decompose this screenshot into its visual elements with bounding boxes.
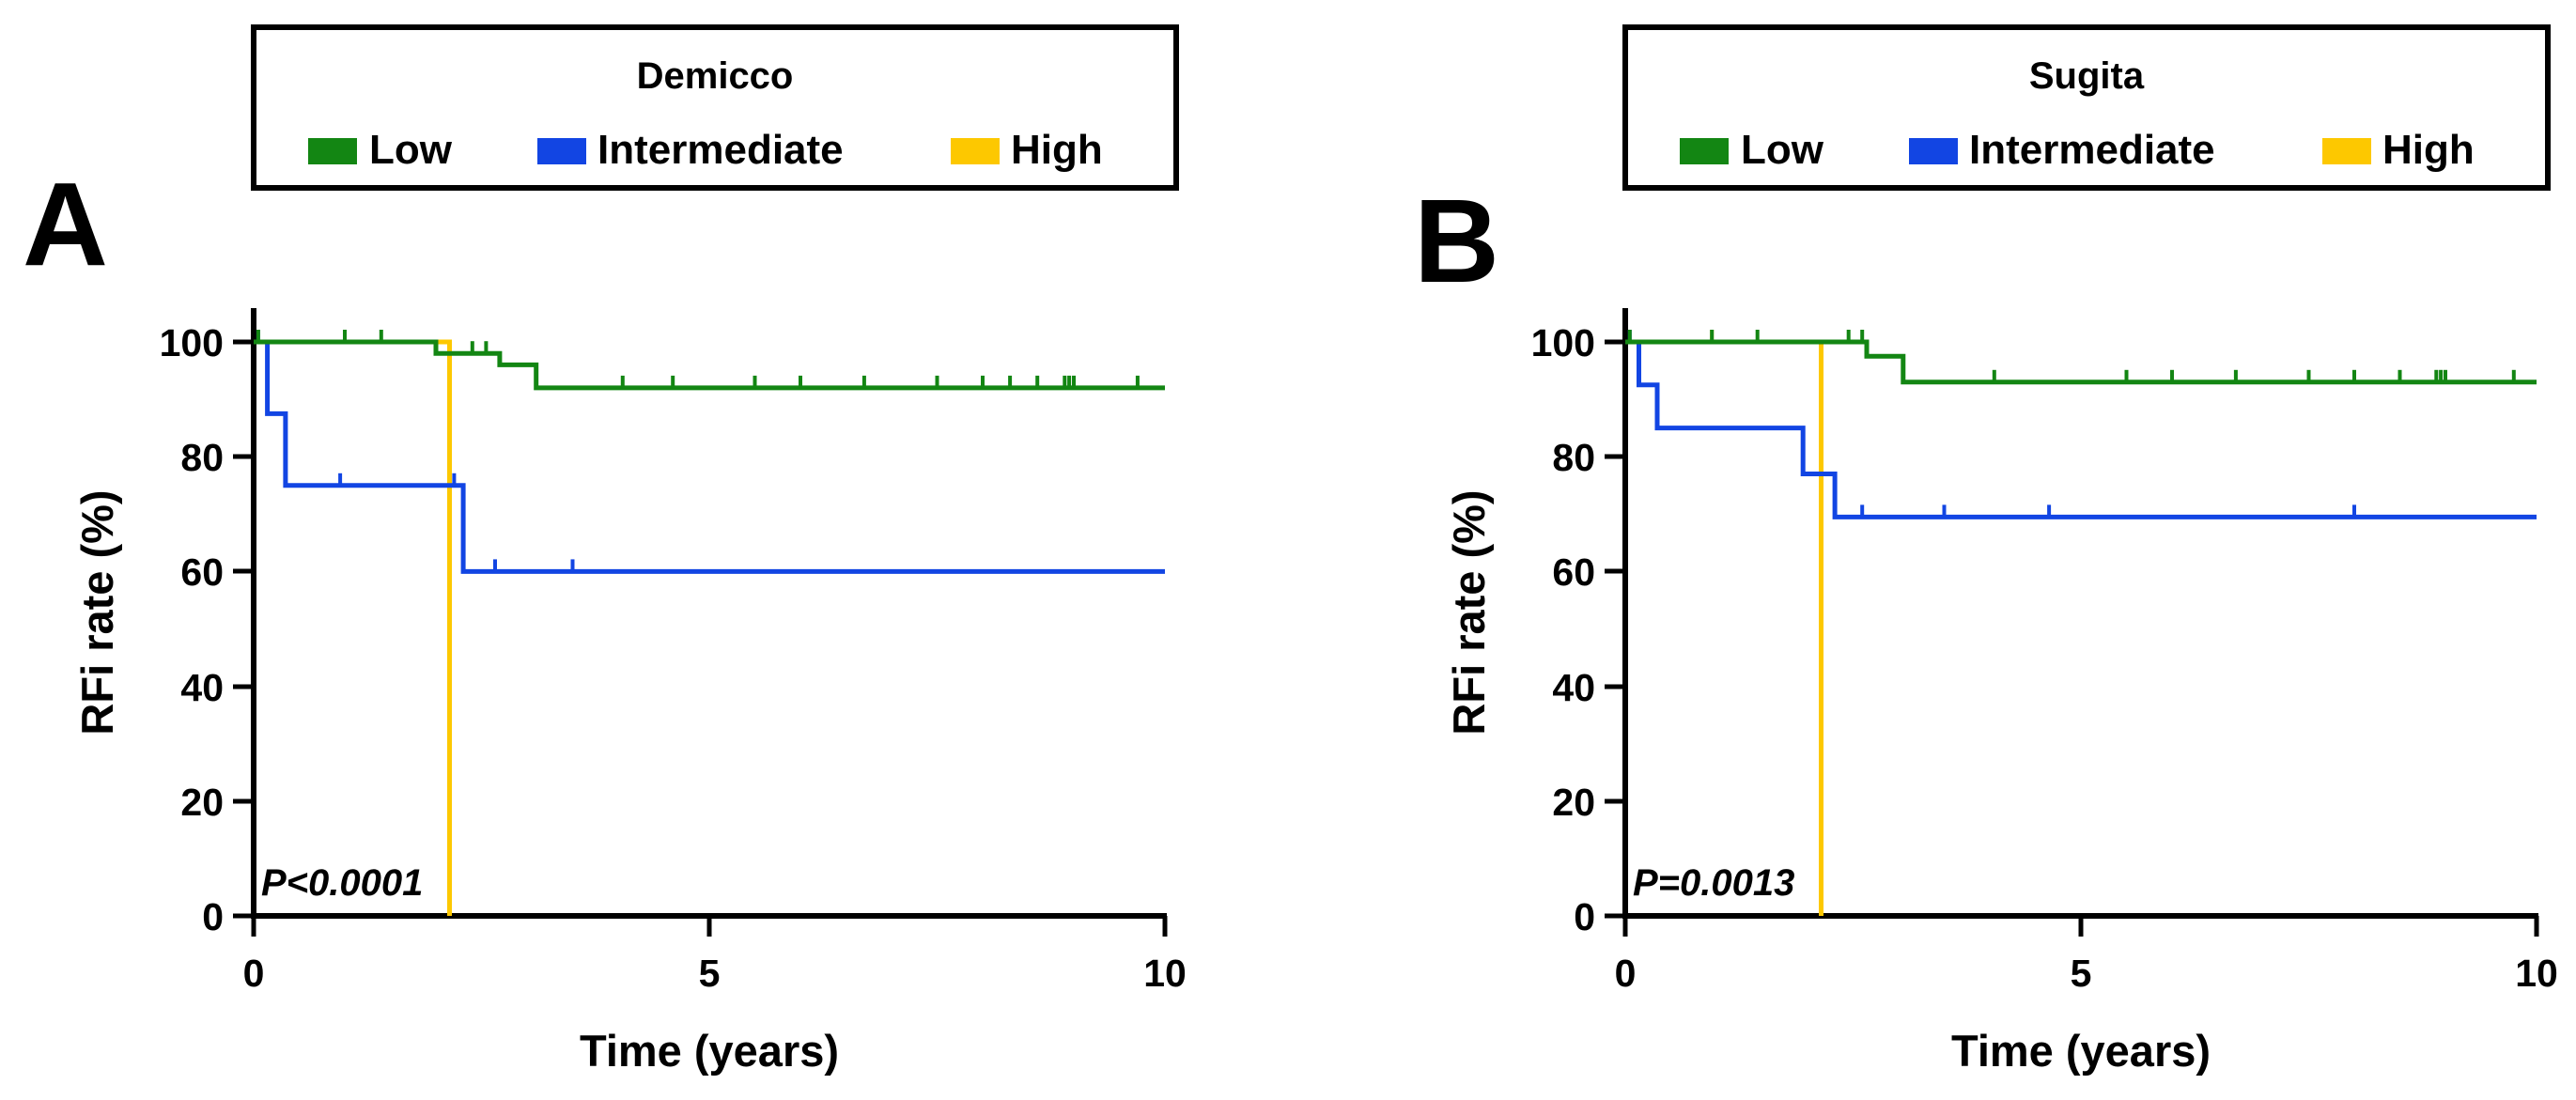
- legend-a-swatch-intermediate: [537, 138, 586, 164]
- legend-a-swatch-high: [951, 138, 1000, 164]
- y-tick-label: 80: [1552, 436, 1595, 479]
- legend-a-swatch-low: [308, 138, 357, 164]
- plot-b: 0 20 40 60 80 100 0 5 10 Time (years) RF…: [1444, 308, 2558, 1076]
- y-tick-label: 80: [180, 436, 224, 479]
- km-curve-low: [1625, 339, 2537, 385]
- plot-b-y-ticks: 0 20 40 60 80 100: [1531, 321, 1625, 938]
- km-curve-intermediate: [1625, 339, 2537, 519]
- y-tick-label: 0: [202, 895, 224, 938]
- legend-a-label-intermediate: Intermediate: [597, 127, 844, 173]
- y-tick-label: 0: [1574, 895, 1595, 938]
- panel-b-letter: B: [1414, 175, 1499, 307]
- plot-b-x-title: Time (years): [1951, 1026, 2211, 1076]
- plot-b-x-ticks: 0 5 10: [1615, 916, 2558, 995]
- x-tick-label: 10: [2515, 952, 2558, 995]
- y-tick-label: 60: [180, 550, 224, 594]
- y-tick-label: 100: [160, 321, 224, 364]
- plot-a-x-title: Time (years): [580, 1026, 839, 1076]
- panel-a: Demicco Low Intermediate High A 0 20 40: [23, 24, 1187, 1076]
- panel-b: Sugita Low Intermediate High B 0 20 40: [1414, 24, 2558, 1076]
- x-tick-label: 0: [1615, 952, 1637, 995]
- legend-b-label-low: Low: [1741, 127, 1824, 173]
- x-tick-label: 0: [243, 952, 265, 995]
- plot-b-p-value: P=0.0013: [1633, 862, 1794, 904]
- legend-b-label-high: High: [2382, 127, 2475, 173]
- plot-b-series: [1625, 330, 2537, 916]
- legend-b: Sugita Low Intermediate High: [1622, 24, 2551, 191]
- legend-a-label-high: High: [1011, 127, 1103, 173]
- km-curve-low: [254, 339, 1165, 391]
- legend-a-label-low: Low: [369, 127, 453, 173]
- plot-a-p-value: P<0.0001: [261, 862, 423, 904]
- y-tick-label: 20: [1552, 781, 1595, 824]
- plot-a-y-ticks: 0 20 40 60 80 100: [160, 321, 254, 938]
- plot-a-series: [254, 330, 1165, 916]
- km-curve-intermediate: [254, 339, 1165, 574]
- x-tick-label: 5: [2071, 952, 2092, 995]
- plot-b-y-title: RFi rate (%): [1444, 489, 1494, 735]
- legend-b-label-intermediate: Intermediate: [1969, 127, 2215, 173]
- x-tick-label: 5: [699, 952, 721, 995]
- panel-a-letter: A: [23, 158, 108, 290]
- legend-b-swatch-high: [2322, 138, 2371, 164]
- plot-a: 0 20 40 60 80 100 0 5 10 Time (years) RF…: [72, 308, 1187, 1076]
- x-tick-label: 10: [1143, 952, 1187, 995]
- legend-b-swatch-low: [1680, 138, 1729, 164]
- km-curve-high: [254, 339, 452, 916]
- y-tick-label: 40: [180, 666, 224, 709]
- y-tick-label: 100: [1531, 321, 1595, 364]
- legend-b-swatch-intermediate: [1909, 138, 1958, 164]
- legend-a: Demicco Low Intermediate High: [251, 24, 1179, 191]
- legend-a-box: [251, 24, 1179, 191]
- y-tick-label: 20: [180, 781, 224, 824]
- legend-a-title: Demicco: [637, 55, 794, 97]
- legend-b-box: [1622, 24, 2551, 191]
- plot-a-x-ticks: 0 5 10: [243, 916, 1187, 995]
- y-tick-label: 60: [1552, 550, 1595, 594]
- y-tick-label: 40: [1552, 666, 1595, 709]
- legend-b-title: Sugita: [2029, 55, 2145, 97]
- plot-a-y-title: RFi rate (%): [72, 489, 122, 735]
